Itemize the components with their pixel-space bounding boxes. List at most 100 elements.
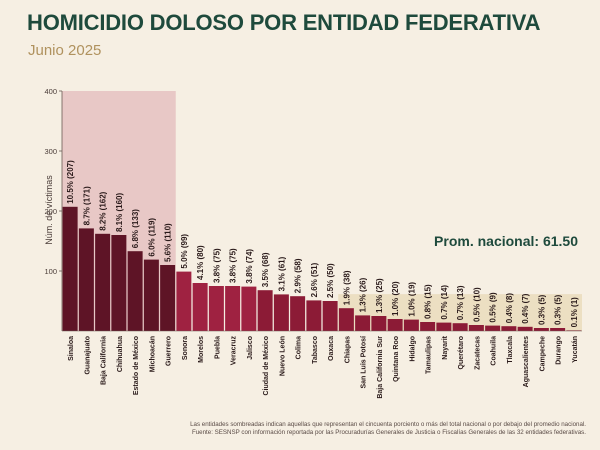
category-label: Zacatecas xyxy=(474,336,481,370)
bar xyxy=(306,300,322,331)
bar-data-label: 1.9% (38) xyxy=(342,270,351,305)
category-label: Estado de México xyxy=(133,336,140,395)
category-label: Sonora xyxy=(182,336,189,360)
category-label: Chihuahua xyxy=(117,336,124,372)
bar-data-label: 1.3% (25) xyxy=(375,278,384,313)
category-label: Puebla xyxy=(214,336,221,359)
bar-data-label: 1.3% (26) xyxy=(359,277,368,312)
bar-data-label: 3.1% (61) xyxy=(277,256,286,291)
category-label: Morelos xyxy=(198,336,205,363)
category-label: Colima xyxy=(296,336,303,359)
bar-data-label: 10.5% (207) xyxy=(66,160,75,204)
bar xyxy=(95,233,111,331)
footnote: Las entidades sombreadas indican aquella… xyxy=(60,421,586,437)
y-tick-label: 400 xyxy=(44,87,57,96)
bar xyxy=(533,328,549,331)
bar xyxy=(403,319,419,331)
category-label: Coahuila xyxy=(491,336,498,366)
bar-data-label: 0.4% (7) xyxy=(521,293,530,324)
bar-data-label: 0.1% (1) xyxy=(570,297,579,328)
y-axis-label: Núm. de víctimas xyxy=(44,175,54,245)
category-label: Guanajuato xyxy=(84,336,91,375)
category-label: Chiapas xyxy=(344,336,351,363)
category-label: San Luis Potosí xyxy=(361,335,368,389)
bar xyxy=(436,322,452,331)
category-label: Yucatán xyxy=(572,336,579,363)
bar xyxy=(550,328,566,331)
category-label: Tamaulipas xyxy=(426,336,433,374)
bar xyxy=(290,296,306,331)
bar xyxy=(501,326,517,331)
category-label: Campeche xyxy=(539,336,546,372)
bar-data-label: 6.8% (133) xyxy=(131,209,140,248)
bar-data-label: 0.7% (13) xyxy=(456,285,465,320)
category-label: Sinaloa xyxy=(68,336,75,361)
bar-data-label: 0.7% (14) xyxy=(440,285,449,320)
category-label: Oaxaca xyxy=(328,336,335,361)
bar xyxy=(468,325,484,331)
bar-data-label: 0.3% (5) xyxy=(537,294,546,325)
page-subtitle: Junio 2025 xyxy=(28,42,102,59)
bar xyxy=(160,265,176,331)
bar xyxy=(371,316,387,331)
bar-data-label: 8.1% (160) xyxy=(115,193,124,232)
bar-data-label: 4.1% (80) xyxy=(196,245,205,280)
bar-data-label: 3.5% (68) xyxy=(261,252,270,287)
y-tick-label: 200 xyxy=(44,207,57,216)
bar-data-label: 5.6% (110) xyxy=(164,223,173,262)
bar-data-label: 3.8% (75) xyxy=(229,248,238,283)
bar xyxy=(208,286,224,331)
page-title: HOMICIDIO DOLOSO POR ENTIDAD FEDERATIVA xyxy=(27,10,541,35)
category-label: Nayarit xyxy=(442,335,449,359)
bar-data-label: 2.6% (51) xyxy=(310,262,319,297)
bar xyxy=(225,286,241,331)
category-label: Ciudad de México xyxy=(263,336,270,396)
bar-data-label: 3.8% (75) xyxy=(212,248,221,283)
bar-data-label: 0.5% (10) xyxy=(472,287,481,322)
bar-data-label: 0.3% (5) xyxy=(554,294,563,325)
bar-data-label: 0.4% (8) xyxy=(505,293,514,324)
bar-data-label: 1.0% (19) xyxy=(407,282,416,317)
bar xyxy=(62,206,78,331)
bar-data-label: 8.7% (171) xyxy=(82,186,91,225)
category-label: Baja California xyxy=(101,336,108,385)
category-label: Veracruz xyxy=(231,336,238,366)
average-label: Prom. nacional: 61.50 xyxy=(434,233,578,249)
bar-data-label: 2.5% (50) xyxy=(326,263,335,298)
category-label: Nuevo León xyxy=(279,336,286,376)
category-label: Baja California Sur xyxy=(377,336,384,399)
bar xyxy=(420,322,436,331)
bar xyxy=(338,308,354,331)
bar-data-label: 8.2% (162) xyxy=(99,191,108,230)
bar xyxy=(273,294,289,331)
bar xyxy=(192,283,208,331)
bar xyxy=(176,271,192,331)
bar xyxy=(517,326,533,331)
y-tick-label: 100 xyxy=(44,267,57,276)
bar-data-label: 5.0% (99) xyxy=(180,234,189,269)
category-label: Querétaro xyxy=(458,336,465,369)
category-label: Hidalgo xyxy=(409,336,416,362)
bar-data-label: 0.8% (15) xyxy=(424,284,433,319)
bar xyxy=(387,319,403,331)
bar xyxy=(452,323,468,331)
category-label: Tlaxcala xyxy=(507,336,514,364)
bar-data-label: 3.8% (74) xyxy=(245,249,254,284)
bar xyxy=(355,315,371,331)
category-label: Michoacán xyxy=(149,336,156,372)
category-label: Aguascalientes xyxy=(523,336,530,387)
bar xyxy=(485,325,501,331)
category-label: Guerrero xyxy=(166,336,173,366)
bar-data-label: 1.0% (20) xyxy=(391,281,400,316)
y-tick-label: 300 xyxy=(44,147,57,156)
footnote-note: Las entidades sombreadas indican aquella… xyxy=(190,421,586,428)
bar xyxy=(127,251,143,331)
footnote-source: Fuente: SESNSP con información reportada… xyxy=(191,429,586,436)
bar-data-label: 0.5% (9) xyxy=(489,292,498,323)
category-label: Durango xyxy=(556,336,563,365)
bar xyxy=(322,301,338,331)
bar xyxy=(241,286,257,331)
bar xyxy=(143,259,159,331)
bar-data-label: 2.9% (58) xyxy=(294,258,303,293)
